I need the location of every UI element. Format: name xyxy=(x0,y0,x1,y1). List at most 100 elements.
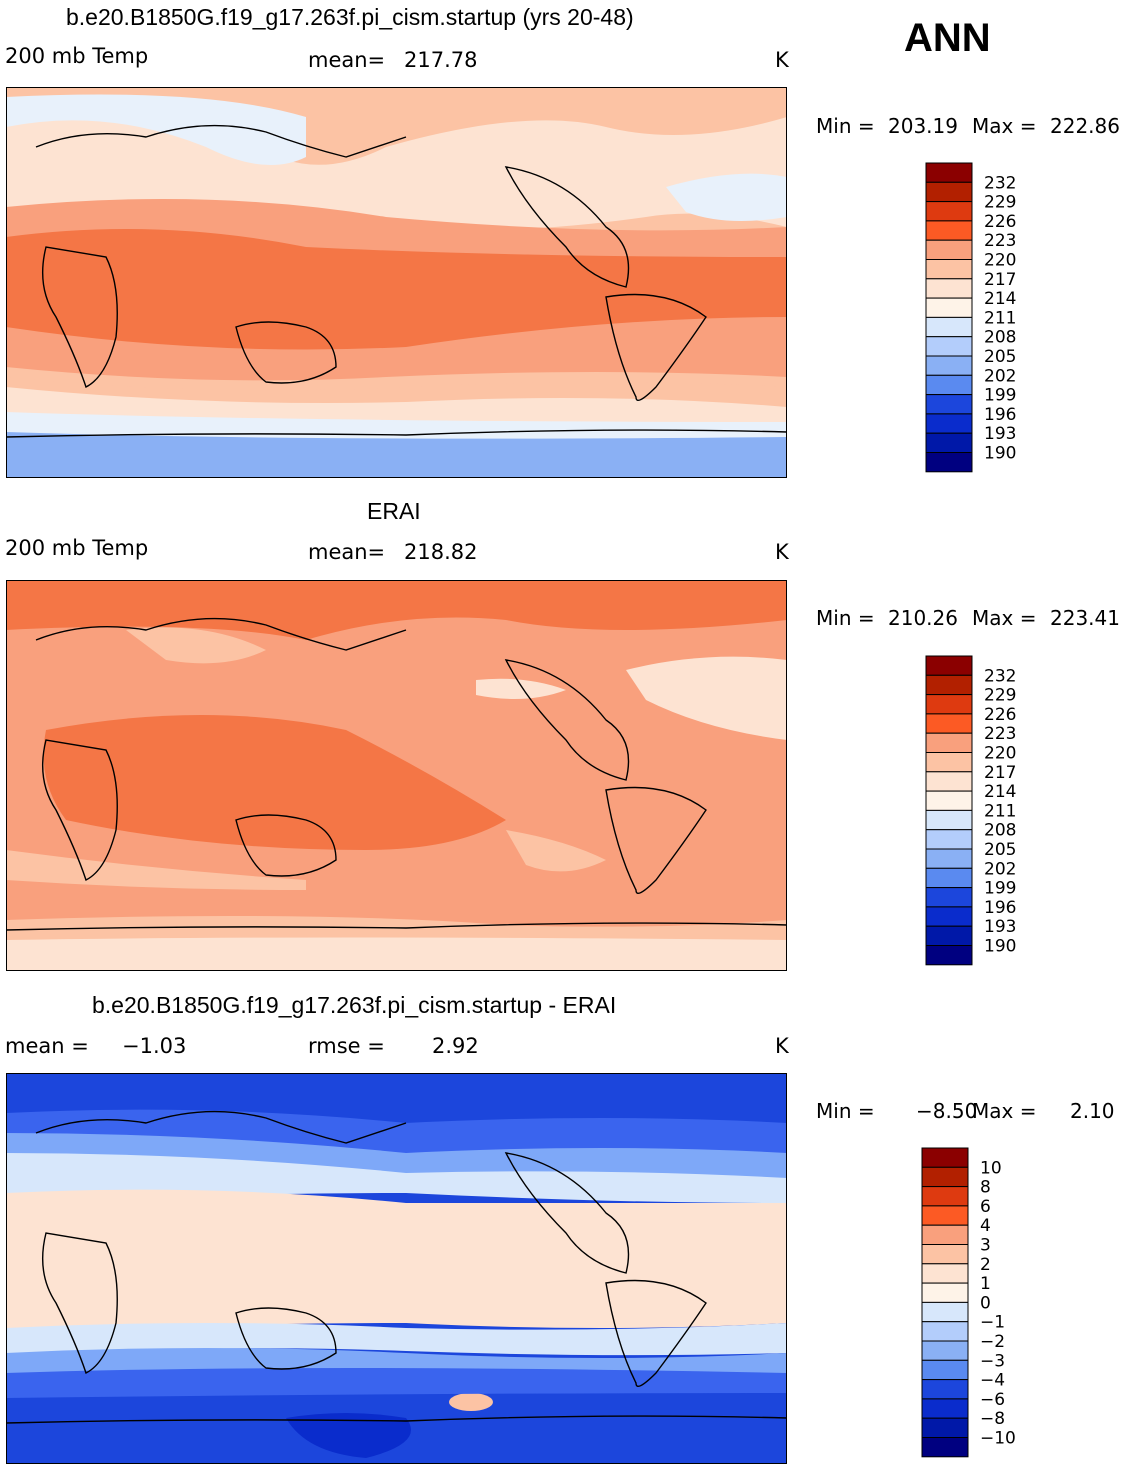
panel3-units: K xyxy=(775,1034,789,1058)
panel3-title: b.e20.B1850G.f19_g17.263f.pi_cism.startu… xyxy=(92,992,617,1018)
band-pacific-spot xyxy=(449,1393,493,1411)
panel3-mean-value: −1.03 xyxy=(122,1034,187,1058)
colorbar-box xyxy=(921,1205,969,1226)
panel2-units: K xyxy=(775,540,789,564)
colorbar-label: −1 xyxy=(980,1313,1005,1333)
colorbar-box xyxy=(925,162,973,183)
panel1-field: 200 mb Temp xyxy=(5,44,149,68)
colorbar-box xyxy=(921,1379,969,1400)
colorbar-label: 223 xyxy=(984,231,1016,251)
colorbar-label: 202 xyxy=(984,859,1016,879)
colorbar-label: −3 xyxy=(980,1351,1005,1371)
colorbar-box xyxy=(925,413,973,434)
colorbar-label: 205 xyxy=(984,840,1016,860)
colorbar-box xyxy=(921,1186,969,1207)
colorbar-label: −2 xyxy=(980,1332,1005,1352)
panel2-colorbar: 2322292262232202172142112082052021991961… xyxy=(925,655,1016,966)
colorbar-label: 220 xyxy=(984,251,1016,271)
colorbar-label: −10 xyxy=(980,1429,1016,1449)
colorbar-label: 6 xyxy=(980,1197,991,1217)
coastlines xyxy=(6,1110,787,1424)
panel2-min-value: 210.26 xyxy=(888,606,958,630)
colorbar-label: 229 xyxy=(984,193,1016,213)
colorbar-box xyxy=(925,752,973,773)
colorbar-label: 199 xyxy=(984,386,1016,406)
panel2-title: ERAI xyxy=(367,498,421,524)
colorbar-label: 2 xyxy=(980,1255,991,1275)
band-north-pale xyxy=(6,94,306,165)
colorbar-box xyxy=(921,1147,969,1168)
band-antarctic xyxy=(6,432,787,478)
panel2-mean-value: 218.82 xyxy=(404,540,478,564)
coastlines xyxy=(6,124,787,438)
panel1-map xyxy=(6,87,787,478)
colorbar-box xyxy=(921,1437,969,1458)
colorbar-box xyxy=(925,867,973,889)
colorbar-box xyxy=(925,925,973,947)
band-tropics xyxy=(6,1189,787,1333)
panel2-max-value: 223.41 xyxy=(1050,606,1120,630)
panel1-min-label: Min = xyxy=(816,114,875,138)
panel2-map xyxy=(6,580,787,971)
colorbar-box xyxy=(925,181,973,203)
colorbar-box xyxy=(921,1282,969,1303)
colorbar-box xyxy=(925,771,973,792)
colorbar-label: 0 xyxy=(980,1293,991,1313)
band-pacific-pale xyxy=(476,678,566,699)
colorbar-label: 8 xyxy=(980,1178,991,1198)
panel1-max-label: Max = xyxy=(972,114,1037,138)
panel3-max-value: 2.10 xyxy=(1070,1099,1115,1123)
colorbar-box xyxy=(925,674,973,696)
colorbar-box xyxy=(921,1244,969,1265)
colorbar-label: 223 xyxy=(984,724,1016,744)
colorbar-box xyxy=(925,432,973,454)
panel3-min-label: Min = xyxy=(816,1099,875,1123)
band-south-mid xyxy=(6,1368,787,1398)
panel3-mean-label: mean = xyxy=(5,1034,89,1058)
colorbar-box xyxy=(921,1166,969,1188)
colorbar-box xyxy=(925,278,973,299)
colorbar-box xyxy=(921,1340,969,1361)
colorbar-box xyxy=(925,848,973,869)
colorbar-box xyxy=(925,945,973,966)
colorbar-label: 214 xyxy=(984,782,1016,802)
band-antarctic-pale xyxy=(6,937,787,971)
colorbar-label: −4 xyxy=(980,1371,1005,1391)
colorbar-box xyxy=(925,829,973,850)
colorbar-box xyxy=(925,316,973,338)
colorbar-box xyxy=(925,694,973,715)
colorbar-box xyxy=(925,790,973,811)
colorbar-box xyxy=(921,1359,969,1381)
colorbar-label: 202 xyxy=(984,366,1016,386)
colorbar-label: 211 xyxy=(984,801,1016,821)
colorbar-box xyxy=(925,394,973,415)
colorbar-box xyxy=(925,452,973,473)
panel2-max-label: Max = xyxy=(972,606,1037,630)
band-south-pale xyxy=(6,1323,787,1358)
colorbar-box xyxy=(925,220,973,241)
band-atlantic-pale xyxy=(626,656,787,740)
colorbar-box xyxy=(925,239,973,260)
colorbar-label: 208 xyxy=(984,821,1016,841)
colorbar-box xyxy=(925,259,973,280)
colorbar-label: 199 xyxy=(984,879,1016,899)
panel3-min-value: −8.50 xyxy=(916,1099,978,1123)
colorbar-box xyxy=(921,1321,969,1342)
band-atlantic-pale xyxy=(666,173,787,221)
colorbar-label: 220 xyxy=(984,744,1016,764)
colorbar-label: −6 xyxy=(980,1390,1005,1410)
panel3-rmse-value: 2.92 xyxy=(432,1034,479,1058)
band-tropics-warm xyxy=(6,229,787,350)
colorbar-box xyxy=(921,1224,969,1245)
colorbar-label: 193 xyxy=(984,917,1016,937)
panel3-max-label: Max = xyxy=(972,1099,1037,1123)
colorbar-label: 226 xyxy=(984,705,1016,725)
season-label: ANN xyxy=(904,16,991,60)
panel3-rmse-label: rmse = xyxy=(308,1034,385,1058)
band-north-warm xyxy=(6,580,787,640)
colorbar-box xyxy=(925,732,973,753)
colorbar-box xyxy=(925,809,973,831)
colorbar-label: 190 xyxy=(984,444,1016,464)
colorbar-box xyxy=(921,1417,969,1439)
